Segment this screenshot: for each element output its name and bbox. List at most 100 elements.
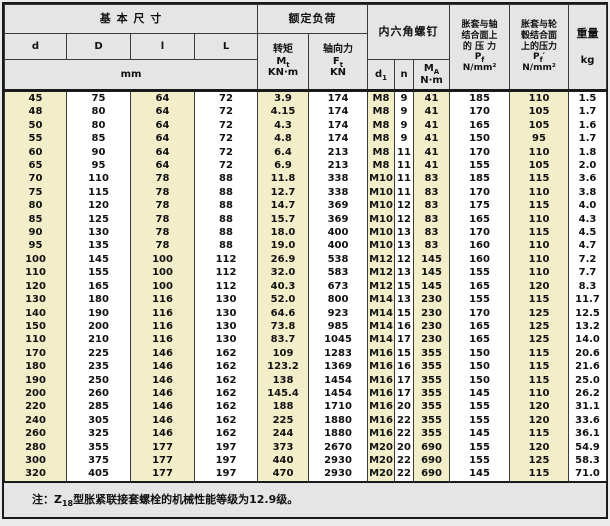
table-row: 140 190 116 130 64.6 923 M14 15 230 170 125 12.5 bbox=[4, 306, 608, 320]
table-cell: 52.0 bbox=[257, 293, 309, 307]
table-cell: 123.2 bbox=[257, 360, 309, 374]
table-cell: 9 bbox=[394, 90, 414, 106]
table-cell: M14 bbox=[367, 333, 395, 347]
table-cell: 11.7 bbox=[568, 293, 608, 307]
table-cell: 120 bbox=[509, 279, 570, 294]
table-cell: 20 bbox=[394, 440, 414, 454]
table-cell: 9 bbox=[394, 132, 414, 146]
table-cell: 125 bbox=[509, 306, 570, 320]
table-cell: 78 bbox=[130, 172, 195, 186]
table-header: 基 本 尺 寸 额定负荷 内六角螺钉 胀套与轴 结合面上 的 压 力 Pf N/… bbox=[4, 4, 608, 91]
table-cell: 165 bbox=[449, 333, 511, 347]
table-cell: 160 bbox=[449, 252, 511, 267]
table-cell: 355 bbox=[412, 400, 451, 414]
table-cell: 250 bbox=[66, 373, 131, 387]
table-cell: 41 bbox=[412, 132, 451, 146]
table-cell: 116 bbox=[130, 306, 195, 320]
table-cell: 83 bbox=[412, 226, 451, 240]
table-cell: 4.0 bbox=[568, 199, 608, 213]
table-cell: 170 bbox=[449, 105, 511, 119]
table-cell: 12.7 bbox=[257, 185, 309, 200]
table-cell: 88 bbox=[194, 239, 258, 253]
col-header-d: d bbox=[4, 33, 67, 60]
table-cell: 116 bbox=[130, 333, 195, 347]
table-cell: 58.3 bbox=[568, 453, 608, 468]
table-cell: 470 bbox=[257, 467, 309, 481]
header-row-1: 基 本 尺 寸 额定负荷 内六角螺钉 胀套与轴 结合面上 的 压 力 Pf N/… bbox=[4, 4, 608, 91]
table-cell: M20 bbox=[367, 467, 395, 481]
table-cell: M16 bbox=[367, 427, 395, 441]
table-cell: 355 bbox=[412, 373, 451, 387]
table-cell: 170 bbox=[449, 185, 511, 200]
table-cell: 19.0 bbox=[257, 239, 309, 253]
table-cell: 150 bbox=[449, 346, 511, 361]
table-cell: 162 bbox=[194, 360, 258, 374]
table-cell: 190 bbox=[66, 306, 131, 320]
table-cell: 373 bbox=[257, 440, 309, 454]
table-cell: 145 bbox=[449, 427, 511, 441]
table-cell: 110 bbox=[509, 266, 570, 280]
table-row: 150 200 116 130 73.8 985 M14 16 230 165 125 13.2 bbox=[4, 319, 608, 334]
table-cell: 83 bbox=[412, 172, 451, 186]
table-cell: 109 bbox=[257, 346, 309, 361]
table-cell: M12 bbox=[367, 266, 395, 280]
table-cell: 88 bbox=[194, 199, 258, 213]
table-cell: 230 bbox=[412, 306, 451, 320]
table-cell: 83 bbox=[412, 212, 451, 227]
table-cell: 177 bbox=[130, 467, 195, 481]
table-cell: 230 bbox=[412, 319, 451, 334]
table-cell: M8 bbox=[367, 159, 395, 173]
table-cell: 112 bbox=[194, 279, 258, 294]
pressure-hub-unit: N/mm² bbox=[522, 62, 556, 73]
table-cell: 75 bbox=[66, 90, 131, 106]
table-cell: M8 bbox=[367, 90, 395, 106]
table-cell: 1369 bbox=[308, 360, 368, 374]
table-cell: 185 bbox=[449, 172, 511, 186]
table-cell: 120 bbox=[509, 413, 570, 428]
table-cell: 300 bbox=[4, 453, 67, 468]
table-cell: 22 bbox=[394, 453, 414, 468]
col-header-l: l bbox=[130, 33, 195, 60]
table-cell: M10 bbox=[367, 199, 395, 213]
table-cell: 13 bbox=[394, 293, 414, 307]
table-cell: M16 bbox=[367, 346, 395, 361]
table-cell: 100 bbox=[130, 279, 195, 294]
pressure-hub-line3: 上的压力 bbox=[521, 41, 558, 52]
table-cell: 125 bbox=[509, 319, 570, 334]
table-cell: 72 bbox=[194, 90, 258, 106]
table-cell: 115 bbox=[509, 172, 570, 186]
table-cell: 146 bbox=[130, 427, 195, 441]
table-cell: 280 bbox=[4, 440, 67, 454]
table-row: 85 125 78 88 15.7 369 M10 12 83 165 110 4.3 bbox=[4, 212, 608, 227]
table-row: 130 180 116 130 52.0 800 M14 13 230 155 115 11.7 bbox=[4, 293, 608, 307]
table-cell: 21.6 bbox=[568, 360, 608, 374]
table-cell: 146 bbox=[130, 373, 195, 387]
table-row: 70 110 78 88 11.8 338 M10 11 83 185 115 3.6 bbox=[4, 172, 608, 186]
table-body: 45 75 64 72 3.9 174 M8 9 41 185 110 1.5 48 80 64 72 4.15… bbox=[4, 90, 608, 481]
table-cell: M16 bbox=[367, 373, 395, 387]
table-cell: 110 bbox=[4, 333, 67, 347]
table-cell: 110 bbox=[509, 90, 570, 106]
table-cell: 105 bbox=[509, 159, 570, 173]
table-cell: 260 bbox=[4, 427, 67, 441]
table-cell: 225 bbox=[66, 346, 131, 361]
table-cell: 369 bbox=[308, 199, 368, 213]
table-cell: 33.6 bbox=[568, 413, 608, 428]
table-cell: 130 bbox=[194, 333, 258, 347]
table-cell: 690 bbox=[412, 453, 451, 468]
table-cell: 3.8 bbox=[568, 185, 608, 200]
table-cell: 72 bbox=[194, 118, 258, 133]
table-cell: 174 bbox=[308, 105, 368, 119]
table-cell: 690 bbox=[412, 467, 451, 481]
table-row: 110 210 116 130 83.7 1045 M14 17 230 165 125 14.0 bbox=[4, 333, 608, 347]
table-cell: 188 bbox=[257, 400, 309, 414]
table-cell: 145.4 bbox=[257, 386, 309, 401]
table-cell: 150 bbox=[449, 360, 511, 374]
pressure-hub-line2: 毂结合面 bbox=[521, 31, 558, 42]
footnote-suffix: 型胀紧联接套螺栓的机械性能等级为12.9级。 bbox=[73, 492, 299, 506]
table-cell: 17 bbox=[394, 386, 414, 401]
table-cell: 1.5 bbox=[568, 90, 608, 106]
table-cell: M10 bbox=[367, 239, 395, 253]
header-rated-load: 额定负荷 bbox=[257, 4, 368, 34]
table-cell: 170 bbox=[449, 145, 511, 160]
